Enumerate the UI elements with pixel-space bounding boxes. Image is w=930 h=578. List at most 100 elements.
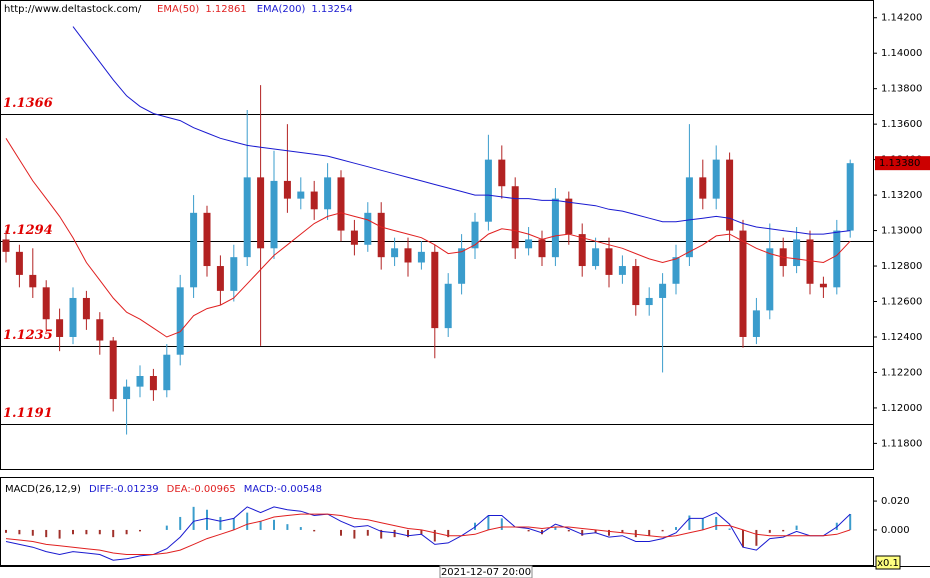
- candle-body: [458, 248, 466, 284]
- candle-body: [404, 248, 412, 263]
- y-tick-label: 0.020: [881, 496, 910, 507]
- candle-body: [846, 163, 854, 231]
- legend-value: -0.01239: [114, 484, 159, 495]
- macd-legend: MACD(26,12,9) DIFF:-0.01239 DEA:-0.00965 MA…: [5, 484, 322, 495]
- candle-body: [82, 297, 90, 320]
- candle-body: [806, 239, 814, 284]
- candle-body: [163, 354, 171, 391]
- y-tick-label: 1.12800: [881, 261, 922, 272]
- legend-name: EMA(50): [157, 4, 199, 15]
- y-tick-label: 1.12600: [881, 297, 922, 308]
- legend-value: 1.12861: [205, 4, 246, 15]
- legend-name: MACD:: [244, 484, 277, 495]
- candle-body: [109, 340, 117, 400]
- candle-body: [565, 198, 573, 235]
- candle-body: [243, 177, 251, 258]
- candle-body: [632, 266, 640, 306]
- candle-body: [350, 230, 358, 245]
- level-label: 1.1235: [3, 328, 53, 343]
- level-label: 1.1191: [3, 406, 53, 421]
- candle-body: [56, 319, 64, 337]
- candle-body: [712, 159, 720, 199]
- candle-body: [69, 297, 77, 337]
- candle-body: [297, 191, 305, 199]
- candle-body: [444, 283, 452, 329]
- candle-body: [752, 310, 760, 337]
- level-label: 1.1294: [3, 223, 53, 238]
- y-tick-label: 1.14000: [881, 48, 922, 59]
- candle-body: [310, 191, 318, 210]
- candle-body: [337, 177, 345, 231]
- candle-body: [216, 266, 224, 291]
- y-tick-label: 1.12200: [881, 367, 922, 378]
- candle-body: [190, 212, 198, 288]
- candle-body: [685, 177, 693, 258]
- current-price: 1.13380: [879, 158, 920, 169]
- candle-body: [270, 180, 278, 249]
- candle-body: [391, 248, 399, 258]
- legend-name: EMA(200): [257, 4, 306, 15]
- series-line: [5, 138, 851, 338]
- candle-body: [672, 257, 680, 284]
- candle-body: [377, 212, 385, 258]
- candle-body: [431, 251, 439, 329]
- candle-body: [726, 159, 734, 231]
- y-tick-label: 1.12400: [881, 332, 922, 343]
- candle-body: [324, 177, 332, 210]
- y-tick-label: 1.14200: [881, 13, 922, 24]
- candle-body: [2, 239, 10, 252]
- time-box: [439, 565, 533, 578]
- y-tick-label: 1.13800: [881, 84, 922, 95]
- current-price-box: [875, 156, 930, 171]
- candle-body: [819, 283, 827, 288]
- candle-body: [15, 251, 23, 275]
- legend-name: DIFF:: [89, 484, 114, 495]
- candle-body: [699, 177, 707, 199]
- y-tick-label: 1.11800: [881, 438, 922, 449]
- candle-body: [42, 287, 50, 320]
- candle-body: [618, 266, 626, 275]
- candle-body: [149, 376, 157, 391]
- candle-body: [203, 212, 211, 267]
- y-tick-label: 1.13200: [881, 190, 922, 201]
- candle-body: [739, 230, 747, 337]
- candle-body: [551, 198, 559, 258]
- candle-body: [29, 274, 37, 288]
- candle-body: [592, 248, 600, 267]
- ema-legend: EMA(50) 1.12861 EMA(200) 1.13254: [157, 4, 353, 15]
- legend-value: -0.00548: [277, 484, 322, 495]
- candle-body: [364, 212, 372, 245]
- candle-body: [123, 386, 131, 400]
- macd-title: MACD(26,12,9): [5, 484, 81, 495]
- candle-body: [793, 239, 801, 267]
- price-panel: [0, 0, 874, 470]
- candle-body: [659, 283, 667, 298]
- candle-body: [538, 239, 546, 258]
- series-line: [5, 513, 851, 555]
- y-tick-label: 1.12000: [881, 403, 922, 414]
- candle-body: [766, 248, 774, 311]
- legend-value: 1.13254: [311, 4, 352, 15]
- candle-body: [484, 159, 492, 222]
- series-line: [72, 26, 851, 235]
- legend-name: DEA:: [167, 484, 191, 495]
- candle-body: [257, 177, 265, 249]
- time-label: 2021-12-07 20:00: [441, 567, 531, 578]
- level-label: 1.1366: [3, 96, 53, 111]
- y-tick-label: 1.13600: [881, 119, 922, 130]
- candle-body: [645, 297, 653, 306]
- y-tick-label: 1.13000: [881, 226, 922, 237]
- candle-body: [605, 248, 613, 275]
- candle-body: [283, 180, 291, 199]
- candle-body: [498, 159, 506, 187]
- candle-body: [176, 287, 184, 355]
- y-tick-label: 0.000: [881, 525, 910, 536]
- candle-body: [136, 376, 144, 387]
- scale-label: x0.1: [877, 558, 899, 569]
- candle-body: [96, 319, 104, 341]
- candle-body: [511, 186, 519, 249]
- candle-body: [525, 239, 533, 249]
- url: http://www.deltastock.com/: [4, 4, 142, 15]
